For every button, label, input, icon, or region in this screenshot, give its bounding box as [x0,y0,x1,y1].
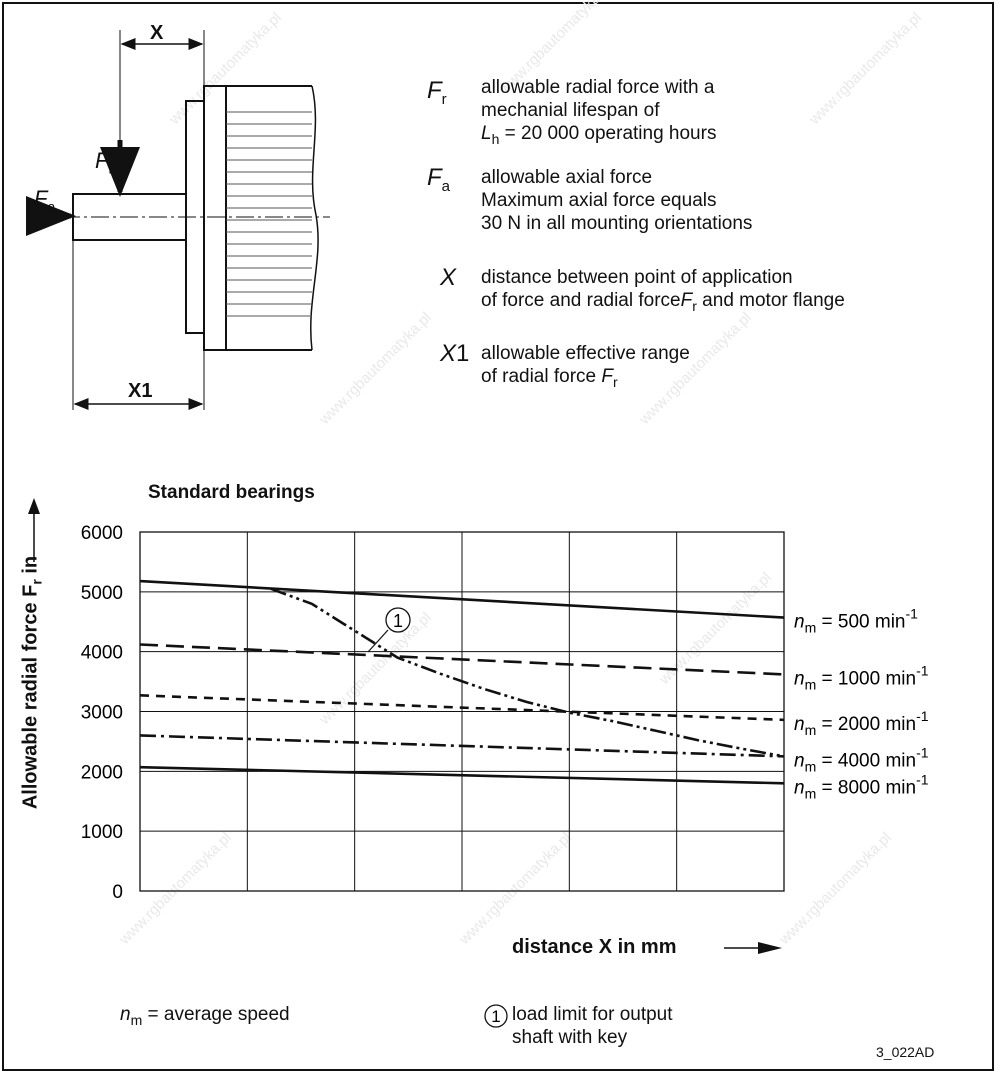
series-line-6 [270,587,785,758]
y-axis-arrow [28,498,40,562]
figure-id: 3_022AD [876,1044,935,1060]
series-label-4: nm = 4000 min-1 [794,744,929,774]
y-tick-label: 6000 [81,523,123,544]
footnote-load-limit: load limit for output shaft with key [512,1004,673,1048]
series-labels: nm = 500 min-1 nm = 1000 min-1 nm = 2000 m… [367,606,929,801]
legend-symbol-fr: Fr [427,77,447,108]
chart-title: Standard bearings [148,482,315,503]
fr-force-label: Fr [95,148,114,177]
legend-symbol-fa: Fa [427,164,451,195]
series-line-3 [139,694,785,722]
series-line-1 [139,579,785,619]
y-tick-label: 1000 [81,822,123,843]
y-axis-label: Allowable radial force Fr in [19,555,45,810]
chart-grid [139,531,785,892]
legend-symbol-x: X [440,264,457,291]
x-axis-label: distance X in mm [512,936,677,958]
y-tick-label: 3000 [81,703,123,724]
x-dimension-label: X [150,22,164,44]
y-tick-label: 0 [112,882,123,900]
y-tick-label: 5000 [81,583,123,604]
annotation-leader [367,629,389,653]
x-axis-arrow [724,942,782,954]
annotation-marker-chart: 1 [367,607,411,653]
legend-text-fr: allowable radial force with a mechanial … [481,77,717,147]
series-line-5 [139,765,785,785]
y-tick-label: 2000 [81,762,123,783]
annotation-circle [385,607,411,633]
series-label-5: nm = 8000 min-1 [794,771,929,801]
legend-text-fa: allowable axial force Maximum axial forc… [481,167,753,234]
series-line-4 [139,734,785,758]
chart-series [139,579,785,785]
series-label-2: nm = 1000 min-1 [794,662,929,692]
legend-text-x1: allowable effective range of radial forc… [481,343,690,390]
y-tick-label: 4000 [81,643,123,664]
annotation-marker-footnote: 1 [484,1004,508,1028]
svg-text:1: 1 [491,1007,500,1026]
legend-text-x: distance between point of application of… [481,267,845,314]
motor-shaft-drawing [26,30,330,410]
annotation-number: 1 [393,611,403,631]
legend-symbol-x1: X1 [440,340,470,367]
series-label-3: nm = 2000 min-1 [794,708,929,738]
y-tick-labels: 0 1000 2000 3000 4000 5000 6000 [81,523,123,900]
series-label-1: nm = 500 min-1 [794,606,918,636]
series-line-2 [139,643,785,676]
footnote-average-speed: nm = average speed [120,1004,290,1028]
x1-dimension-label: X1 [128,380,153,402]
fa-force-label: Fa [34,186,56,215]
